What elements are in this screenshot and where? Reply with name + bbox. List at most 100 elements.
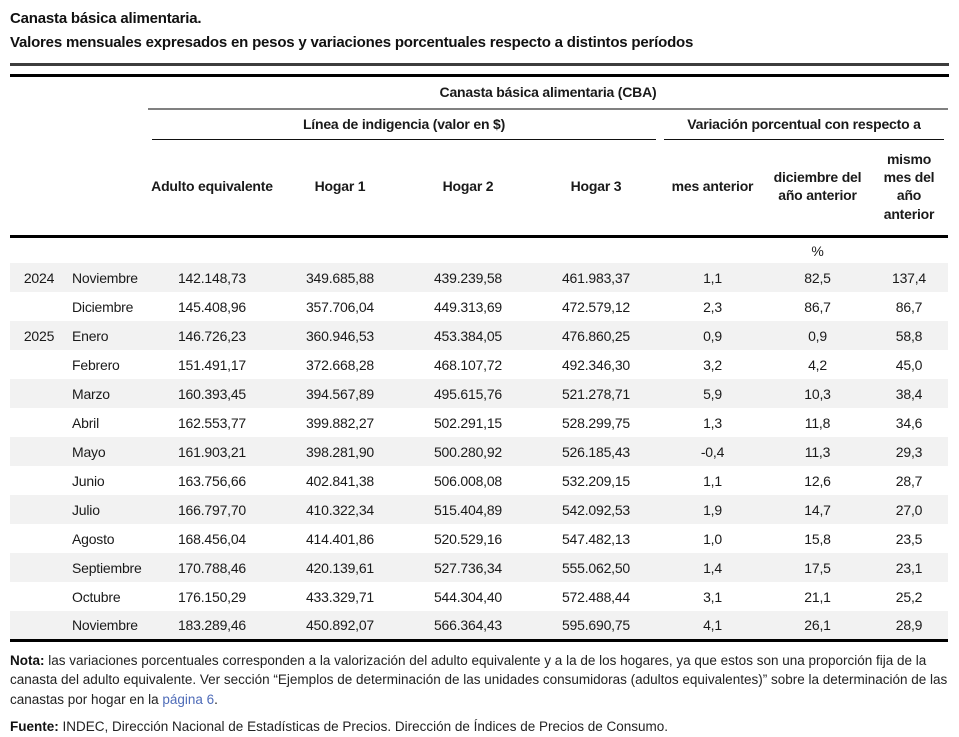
value-cell: 86,7 xyxy=(804,298,831,315)
indigencia-subgroup-header: Línea de indigencia (valor en $) xyxy=(152,110,656,140)
cba-table: Canasta básica alimentaria (CBA) Línea d… xyxy=(10,77,949,642)
value-cell: 398.281,90 xyxy=(276,437,404,467)
value-cell: 1,9 xyxy=(660,495,765,525)
value-cell: 38,4 xyxy=(870,379,949,409)
value-cell: 372.668,28 xyxy=(305,356,375,373)
month-cell: Agosto xyxy=(72,530,115,547)
value-cell: 360.946,53 xyxy=(276,321,404,351)
year-cell xyxy=(10,292,68,321)
value-cell: 555.062,50 xyxy=(532,553,660,583)
table-row: Marzo 160.393,45 394.567,89 495.615,76 521.2… xyxy=(10,379,949,409)
unit-label: % xyxy=(765,236,870,264)
value-cell: 566.364,43 xyxy=(404,611,532,642)
value-cell: 10,3 xyxy=(765,379,870,409)
value-cell: 476.860,25 xyxy=(532,321,660,351)
value-cell: 472.579,12 xyxy=(561,298,631,315)
year-cell xyxy=(10,437,68,467)
fuente-label: Fuente: xyxy=(10,719,59,735)
cba-group-header: Canasta básica alimentaria (CBA) xyxy=(148,77,949,110)
value-cell: 1,1 xyxy=(703,472,722,489)
table-row: Agosto 168.456,04 414.401,86 520.529,16 547.… xyxy=(10,524,948,553)
month-cell: Junio xyxy=(72,472,105,489)
value-cell: 145.408,96 xyxy=(177,298,247,315)
empty-header-cell xyxy=(10,110,148,140)
month-cell: Abril xyxy=(72,414,100,431)
value-cell: 357.706,04 xyxy=(305,298,375,315)
value-cell: 166.797,70 xyxy=(148,495,276,525)
value-cell: 58,8 xyxy=(870,321,949,351)
unit-row: % xyxy=(10,236,949,264)
value-cell: 410.322,34 xyxy=(276,495,404,525)
value-cell: 506.008,08 xyxy=(433,472,503,489)
value-cell: 433.329,71 xyxy=(305,588,375,605)
value-cell: 526.185,43 xyxy=(532,437,660,467)
table-column-header-row: Adulto equivalente Hogar 1 Hogar 2 Hogar… xyxy=(10,140,949,238)
page-title: Canasta básica alimentaria. xyxy=(10,10,202,27)
value-cell: 394.567,89 xyxy=(276,379,404,409)
value-cell: 402.841,38 xyxy=(305,472,375,489)
table-row: 2025 Enero 146.726,23 360.946,53 453.384,05 4… xyxy=(10,321,949,351)
value-cell: 532.209,15 xyxy=(561,472,631,489)
value-cell: 17,5 xyxy=(765,553,870,583)
table-row: 2024 Noviembre 142.148,73 349.685,88 439.239… xyxy=(10,263,949,293)
table-row: Octubre 176.150,29 433.329,71 544.304,40 572… xyxy=(10,582,948,611)
value-cell: 45,0 xyxy=(895,356,923,373)
column-header-hogar-3: Hogar 3 xyxy=(532,140,660,238)
value-cell: 25,2 xyxy=(895,588,923,605)
value-cell: 572.488,44 xyxy=(561,588,631,605)
value-cell: -0,4 xyxy=(660,437,765,467)
year-cell xyxy=(10,379,68,409)
value-cell: 414.401,86 xyxy=(305,530,375,547)
value-cell: 399.882,27 xyxy=(305,414,375,431)
value-cell: 595.690,75 xyxy=(532,611,660,642)
value-cell: 528.299,75 xyxy=(561,414,631,431)
value-cell: 492.346,30 xyxy=(561,356,631,373)
value-cell: 439.239,58 xyxy=(404,263,532,293)
value-cell: 14,7 xyxy=(765,495,870,525)
table-row: Diciembre 145.408,96 357.706,04 449.313,69 4… xyxy=(10,292,948,321)
page-6-link[interactable]: página 6 xyxy=(162,691,215,707)
month-cell: Marzo xyxy=(68,379,148,409)
value-cell: 27,0 xyxy=(870,495,949,525)
year-cell xyxy=(10,495,68,525)
empty-cell xyxy=(10,236,765,264)
table-row: Noviembre 183.289,46 450.892,07 566.364,43 5… xyxy=(10,611,949,642)
value-cell: 542.092,53 xyxy=(532,495,660,525)
value-cell: 23,5 xyxy=(895,530,923,547)
value-cell: 453.384,05 xyxy=(404,321,532,351)
table-row: Mayo 161.903,21 398.281,90 500.280,92 526.18… xyxy=(10,437,949,467)
value-cell: 86,7 xyxy=(895,298,923,315)
value-cell: 500.280,92 xyxy=(404,437,532,467)
value-cell: 502.291,15 xyxy=(433,414,503,431)
variacion-subgroup-cell: Variación porcentual con respecto a xyxy=(660,110,948,140)
value-cell: 183.289,46 xyxy=(148,611,276,642)
value-cell: 21,1 xyxy=(804,588,831,605)
year-cell xyxy=(10,350,68,379)
value-cell: 1,4 xyxy=(660,553,765,583)
value-cell: 3,1 xyxy=(703,588,722,605)
value-cell: 527.736,34 xyxy=(404,553,532,583)
table-top-rule-upper xyxy=(10,63,949,66)
month-cell: Noviembre xyxy=(68,611,148,642)
table-top-rule-lower xyxy=(10,74,949,77)
fuente-paragraph: Fuente: INDEC, Dirección Nacional de Est… xyxy=(10,717,949,736)
title-block: Canasta básica alimentaria. Valores mens… xyxy=(10,10,949,51)
value-cell: 449.313,69 xyxy=(433,298,503,315)
value-cell: 349.685,88 xyxy=(276,263,404,293)
page-subtitle: Valores mensuales expresados en pesos y … xyxy=(10,34,694,51)
value-cell: 0,9 xyxy=(765,321,870,351)
year-cell xyxy=(10,524,68,553)
month-cell: Enero xyxy=(68,321,148,351)
value-cell: 11,8 xyxy=(804,414,831,431)
fuente-text: INDEC, Dirección Nacional de Estadística… xyxy=(58,719,669,735)
value-cell: 23,1 xyxy=(870,553,949,583)
value-cell: 28,7 xyxy=(895,472,923,489)
value-cell: 544.304,40 xyxy=(433,588,503,605)
table-row: Abril 162.553,77 399.882,27 502.291,15 528.2… xyxy=(10,408,948,437)
value-cell: 461.983,37 xyxy=(532,263,660,293)
value-cell: 176.150,29 xyxy=(177,588,247,605)
value-cell: 161.903,21 xyxy=(148,437,276,467)
column-header-mes-anterior: mes anterior xyxy=(660,140,765,238)
value-cell: 160.393,45 xyxy=(148,379,276,409)
